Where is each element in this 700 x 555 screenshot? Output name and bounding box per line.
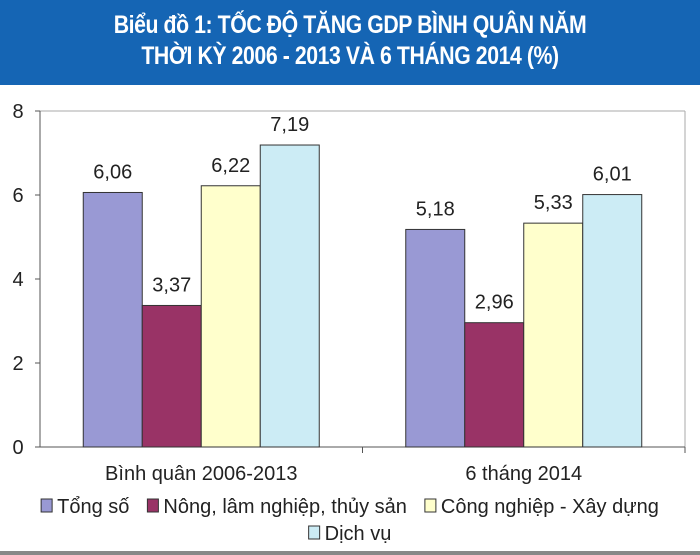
chart-title: Biểu đồ 1: TỐC ĐỘ TĂNG GDP BÌNH QUÂN NĂM… xyxy=(0,0,700,85)
legend-label: Tổng số xyxy=(57,496,129,518)
legend-label: Nông, lâm nghiệp, thủy sản xyxy=(163,496,407,518)
legend-swatch xyxy=(146,498,159,513)
data-label: 5,33 xyxy=(534,192,573,214)
y-tick-label: 8 xyxy=(12,101,23,123)
bar xyxy=(141,304,202,448)
bottom-divider xyxy=(0,551,700,555)
data-label: 2,96 xyxy=(475,292,514,314)
legend-swatch xyxy=(308,525,321,540)
legend-swatch xyxy=(424,498,437,513)
bar xyxy=(523,222,584,448)
legend-swatch xyxy=(40,498,53,513)
title-line-1: Biểu đồ 1: TỐC ĐỘ TĂNG GDP BÌNH QUÂN NĂM xyxy=(113,11,587,39)
legend-label: Công nghiệp - Xây dựng xyxy=(441,496,659,518)
legend-label: Dịch vụ xyxy=(325,523,392,545)
bar xyxy=(582,194,643,448)
bar xyxy=(82,191,143,448)
data-label: 6,06 xyxy=(93,161,132,183)
data-label: 7,19 xyxy=(270,114,309,136)
data-label: 6,22 xyxy=(211,155,250,177)
data-label: 3,37 xyxy=(152,274,191,296)
y-tick-label: 6 xyxy=(12,185,23,207)
bar xyxy=(259,144,320,448)
y-tick-label: 4 xyxy=(12,269,23,291)
x-tick-label: Bình quân 2006-2013 xyxy=(105,463,297,485)
data-label: 6,01 xyxy=(593,164,632,186)
bar xyxy=(200,185,261,448)
y-tick-label: 0 xyxy=(12,437,23,459)
x-tick-label: 6 tháng 2014 xyxy=(465,463,582,485)
y-tick-label: 2 xyxy=(12,353,23,375)
bar xyxy=(464,322,525,448)
title-line-2: THỜI KỲ 2006 - 2013 VÀ 6 THÁNG 2014 (%) xyxy=(141,42,559,70)
bar xyxy=(405,228,466,448)
data-label: 5,18 xyxy=(416,198,455,220)
